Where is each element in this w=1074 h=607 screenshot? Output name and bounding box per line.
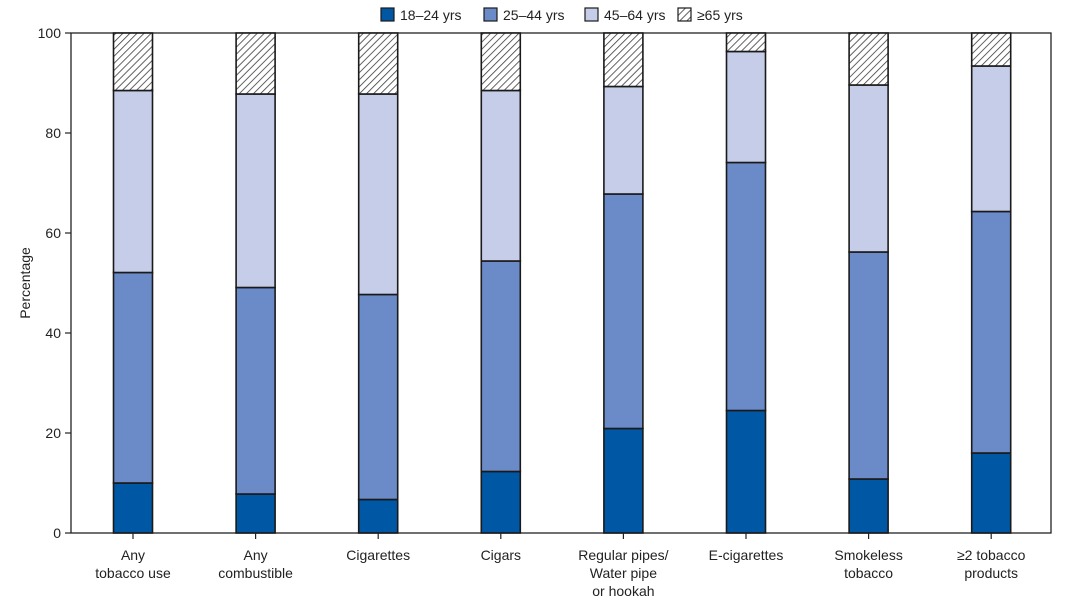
bar-1-series-1: [235, 286, 276, 495]
legend-label-2: 45–64 yrs: [604, 7, 665, 23]
bar-3-series-2: [480, 89, 522, 262]
legend-swatch-1: [483, 7, 498, 22]
bar-group-1: [235, 32, 276, 534]
bar-5-series-0: [725, 409, 767, 534]
bar-5-series-3: [725, 32, 767, 53]
y-tick-label-0: 0: [53, 525, 61, 541]
bar-5-series-2: [725, 50, 767, 164]
legend-label-0: 18–24 yrs: [400, 7, 461, 23]
bar-7-series-0: [970, 452, 1012, 534]
y-tick-label-5: 100: [38, 25, 62, 41]
x-axis-labels: Any tobacco use Any combustible Cigarettes Ci…: [95, 533, 1026, 599]
x-tick-label-0: Any tobacco use: [95, 547, 171, 581]
y-tick-label-3: 60: [45, 225, 61, 241]
bar-group-5: [725, 32, 767, 534]
bar-group-6: [848, 32, 889, 534]
bar-2-series-0: [357, 498, 399, 534]
x-tick-label-5: E-cigarettes: [709, 547, 784, 563]
bar-1-series-3: [235, 32, 276, 95]
bar-4-series-2: [603, 85, 644, 195]
bar-group-7: [970, 32, 1012, 534]
bar-group-3: [480, 32, 522, 534]
bar-group-4: [603, 32, 644, 534]
bar-2-series-1: [357, 293, 399, 501]
bar-group-2: [357, 32, 399, 534]
bar-4-series-3: [603, 32, 644, 88]
bar-0-series-1: [112, 271, 154, 484]
bar-6-series-2: [848, 84, 889, 253]
bar-7-series-3: [970, 32, 1012, 67]
bar-2-series-2: [357, 93, 399, 296]
bar-1-series-0: [235, 493, 276, 534]
x-tick-label-1: Any combustible: [218, 547, 293, 581]
bar-6-series-3: [848, 32, 889, 86]
bar-5-series-1: [725, 161, 767, 412]
x-tick-label-3: Cigars: [481, 547, 521, 563]
bar-7-series-2: [970, 65, 1012, 213]
legend-swatch-2: [584, 7, 599, 22]
legend: 18–24 yrs 25–44 yrs 45–64 yrs ≥65 yrs: [380, 7, 743, 23]
bar-0-series-2: [112, 89, 154, 274]
bar-7-series-1: [970, 210, 1012, 454]
plot-frame: [70, 32, 1052, 534]
y-tick-label-4: 80: [45, 125, 61, 141]
x-tick-label-2: Cigarettes: [346, 547, 410, 563]
y-axis: 0 20 40 60 80 100: [38, 25, 71, 541]
bars: [112, 32, 1012, 534]
bar-group-0: [112, 32, 154, 534]
bar-6-series-1: [848, 251, 889, 480]
bar-4-series-1: [603, 193, 644, 430]
x-tick-label-4: Regular pipes/Water pipe or hookah: [578, 547, 668, 599]
x-tick-label-6: Smokeless tobacco: [834, 547, 902, 581]
bar-6-series-0: [848, 478, 889, 534]
x-tick-label-7: ≥2 tobacco products: [957, 547, 1026, 581]
legend-swatch-0: [380, 7, 395, 22]
y-axis-label: Percentage: [17, 247, 33, 319]
bar-1-series-2: [235, 93, 276, 289]
bar-2-series-3: [357, 32, 399, 95]
bar-0-series-0: [112, 482, 154, 534]
y-tick-label-2: 40: [45, 325, 61, 341]
bar-0-series-3: [112, 32, 154, 92]
legend-label-1: 25–44 yrs: [503, 7, 564, 23]
legend-swatch-3: [677, 7, 692, 22]
bar-4-series-0: [603, 427, 644, 534]
legend-label-3: ≥65 yrs: [697, 7, 743, 23]
bar-3-series-3: [480, 32, 522, 92]
y-tick-label-1: 20: [45, 425, 61, 441]
bar-3-series-1: [480, 260, 522, 473]
bar-3-series-0: [480, 470, 522, 534]
